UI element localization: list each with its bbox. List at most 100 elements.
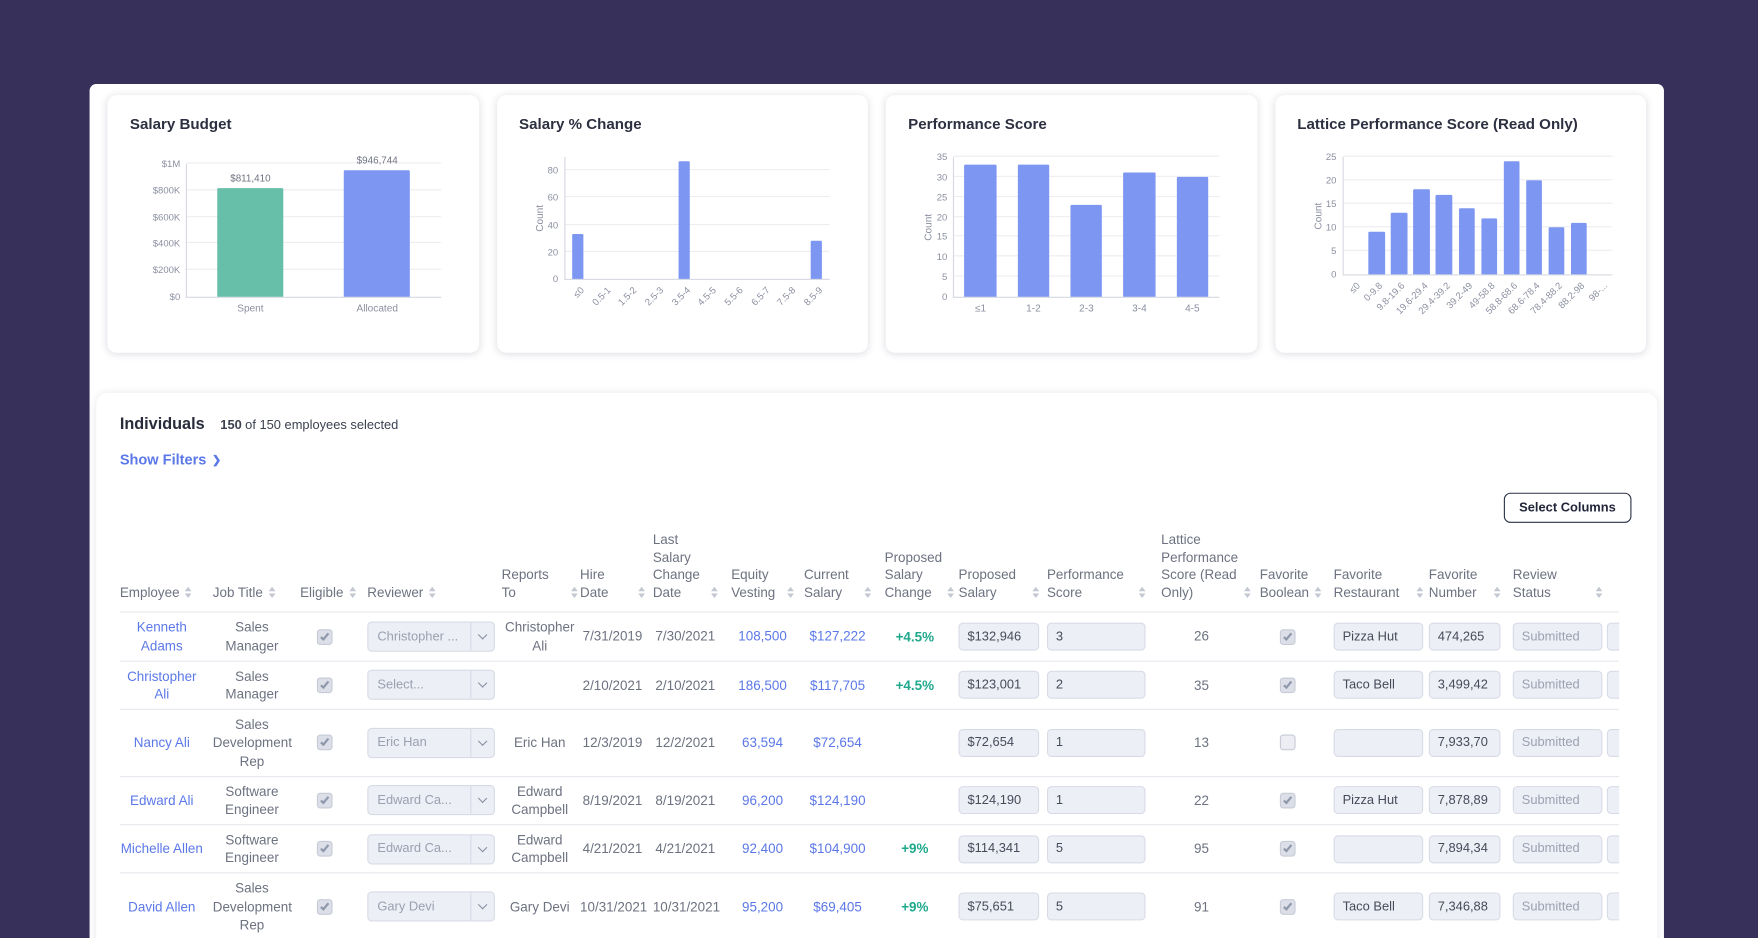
employee-link[interactable]: Nancy Ali xyxy=(133,734,190,751)
column-header-favorite-boolean[interactable]: Favorite Boolean xyxy=(1260,567,1322,602)
sort-icon[interactable] xyxy=(349,587,356,599)
equity-vesting-link[interactable]: 96,200 xyxy=(741,792,784,809)
employee-link[interactable]: Edward Ali xyxy=(130,792,194,809)
sort-icon[interactable] xyxy=(428,587,436,599)
column-header-last-salary-change-date[interactable]: Last Salary Change Date xyxy=(653,532,718,602)
sort-icon[interactable] xyxy=(638,587,645,599)
favorite-restaurant-input[interactable]: Pizza Hut xyxy=(1333,786,1424,815)
performance-score-input[interactable]: 5 xyxy=(1046,892,1146,921)
sort-icon[interactable] xyxy=(787,587,794,599)
column-header-favorite-number[interactable]: Favorite Number xyxy=(1429,567,1501,602)
reviewer-select[interactable]: Select... xyxy=(367,670,495,701)
column-header-employee[interactable]: Employee xyxy=(120,584,204,601)
column-header-favorite-restaurant[interactable]: Favorite Restaurant xyxy=(1334,567,1424,602)
favorite-boolean-checkbox[interactable] xyxy=(1279,628,1296,645)
proposed-salary-input[interactable]: $124,190 xyxy=(958,786,1040,815)
current-salary-link[interactable]: $104,900 xyxy=(809,841,866,857)
employee-link[interactable]: Kenneth Adams xyxy=(136,619,187,654)
favorite-boolean-checkbox[interactable] xyxy=(1279,792,1296,809)
column-header-proposed-salary-change[interactable]: Proposed Salary Change xyxy=(885,549,955,601)
sort-icon[interactable] xyxy=(864,587,872,599)
current-salary-link[interactable]: $127,222 xyxy=(809,628,866,645)
favorite-number-input[interactable]: 7,878,89 xyxy=(1428,786,1501,815)
column-header-performance-score[interactable]: Performance Score xyxy=(1047,567,1146,602)
eligible-checkbox[interactable] xyxy=(316,792,333,809)
proposed-salary-input[interactable]: $72,654 xyxy=(958,728,1040,757)
performance-score-input[interactable]: 3 xyxy=(1046,622,1146,651)
current-salary-link[interactable]: $124,190 xyxy=(809,792,866,809)
column-header-reviewer[interactable]: Reviewer xyxy=(367,584,495,601)
favorite-boolean-checkbox[interactable] xyxy=(1279,735,1296,751)
equity-vesting-link[interactable]: 63,594 xyxy=(741,734,784,751)
equity-vesting-link[interactable]: 92,400 xyxy=(741,841,784,857)
eligible-checkbox[interactable] xyxy=(316,677,333,694)
favorite-number-input[interactable]: 7,933,70 xyxy=(1428,728,1501,757)
favorite-restaurant-input[interactable] xyxy=(1333,728,1424,757)
column-header-eligible[interactable]: Eligible xyxy=(300,584,356,601)
reviewer-select[interactable]: Edward Ca... xyxy=(367,833,495,865)
sort-icon[interactable] xyxy=(711,587,718,599)
reviewer-select[interactable]: Gary Devi xyxy=(367,891,495,922)
favorite-boolean-checkbox[interactable] xyxy=(1279,841,1296,857)
extra-input[interactable] xyxy=(1606,622,1620,651)
favorite-boolean-checkbox[interactable] xyxy=(1279,898,1296,915)
equity-vesting-link[interactable]: 186,500 xyxy=(738,677,787,693)
current-salary-link[interactable]: $69,405 xyxy=(813,898,862,915)
eligible-checkbox[interactable] xyxy=(316,841,333,857)
employee-link[interactable]: Christopher Ali xyxy=(127,668,197,703)
favorite-number-input[interactable]: 474,265 xyxy=(1428,622,1501,651)
extra-input[interactable] xyxy=(1606,835,1620,864)
favorite-restaurant-input[interactable]: Taco Bell xyxy=(1333,671,1424,700)
column-header-reports-to[interactable]: Reports To xyxy=(502,567,578,602)
sort-icon[interactable] xyxy=(185,587,192,599)
sort-icon[interactable] xyxy=(947,587,955,599)
favorite-restaurant-input[interactable]: Taco Bell xyxy=(1333,892,1424,921)
proposed-salary-input[interactable]: $132,946 xyxy=(958,622,1040,651)
favorite-number-input[interactable]: 7,346,88 xyxy=(1428,892,1501,921)
employee-link[interactable]: Michelle Allen xyxy=(120,841,203,857)
performance-score-input[interactable]: 1 xyxy=(1046,786,1146,815)
sort-icon[interactable] xyxy=(1416,587,1424,599)
reviewer-select[interactable]: Christopher ... xyxy=(367,621,495,652)
column-header-review-status[interactable]: Review Status xyxy=(1513,567,1603,602)
sort-icon[interactable] xyxy=(571,587,578,599)
performance-score-input[interactable]: 2 xyxy=(1046,671,1146,700)
sort-icon[interactable] xyxy=(1595,587,1603,599)
column-header-job-title[interactable]: Job Title xyxy=(213,584,291,601)
equity-vesting-link[interactable]: 108,500 xyxy=(738,628,787,645)
favorite-restaurant-input[interactable] xyxy=(1333,835,1424,864)
column-header-current-salary[interactable]: Current Salary xyxy=(804,567,872,602)
sort-icon[interactable] xyxy=(1243,587,1251,599)
select-columns-button[interactable]: Select Columns xyxy=(1503,492,1632,523)
current-salary-link[interactable]: $117,705 xyxy=(810,677,866,693)
show-filters-link[interactable]: Show Filters ❯ xyxy=(120,451,222,468)
performance-score-input[interactable]: 1 xyxy=(1046,728,1146,757)
proposed-salary-input[interactable]: $123,001 xyxy=(958,671,1040,700)
sort-icon[interactable] xyxy=(1138,587,1146,599)
proposed-salary-input[interactable]: $114,341 xyxy=(958,835,1040,864)
eligible-checkbox[interactable] xyxy=(316,628,333,645)
proposed-salary-input[interactable]: $75,651 xyxy=(958,892,1040,921)
sort-icon[interactable] xyxy=(1314,587,1322,599)
employee-link[interactable]: David Allen xyxy=(128,898,196,915)
sort-icon[interactable] xyxy=(1032,587,1040,599)
sort-icon[interactable] xyxy=(1493,587,1501,599)
column-header-proposed-salary[interactable]: Proposed Salary xyxy=(959,567,1040,602)
column-header-equity-vesting[interactable]: Equity Vesting xyxy=(731,567,794,602)
column-header-hire-date[interactable]: Hire Date xyxy=(580,567,645,602)
sort-icon[interactable] xyxy=(268,587,276,599)
eligible-checkbox[interactable] xyxy=(316,735,333,751)
reviewer-select[interactable]: Eric Han xyxy=(367,727,495,758)
performance-score-input[interactable]: 5 xyxy=(1046,835,1146,864)
extra-input[interactable] xyxy=(1606,892,1620,921)
eligible-checkbox[interactable] xyxy=(316,898,333,915)
column-header-lattice-performance-score[interactable]: Lattice Performance Score (Read Only) xyxy=(1161,532,1251,602)
favorite-boolean-checkbox[interactable] xyxy=(1279,677,1296,694)
extra-input[interactable] xyxy=(1606,671,1620,700)
current-salary-link[interactable]: $72,654 xyxy=(813,734,862,751)
favorite-number-input[interactable]: 7,894,34 xyxy=(1428,835,1501,864)
extra-input[interactable] xyxy=(1606,728,1620,757)
equity-vesting-link[interactable]: 95,200 xyxy=(741,898,784,915)
favorite-number-input[interactable]: 3,499,42 xyxy=(1428,671,1501,700)
favorite-restaurant-input[interactable]: Pizza Hut xyxy=(1333,622,1424,651)
